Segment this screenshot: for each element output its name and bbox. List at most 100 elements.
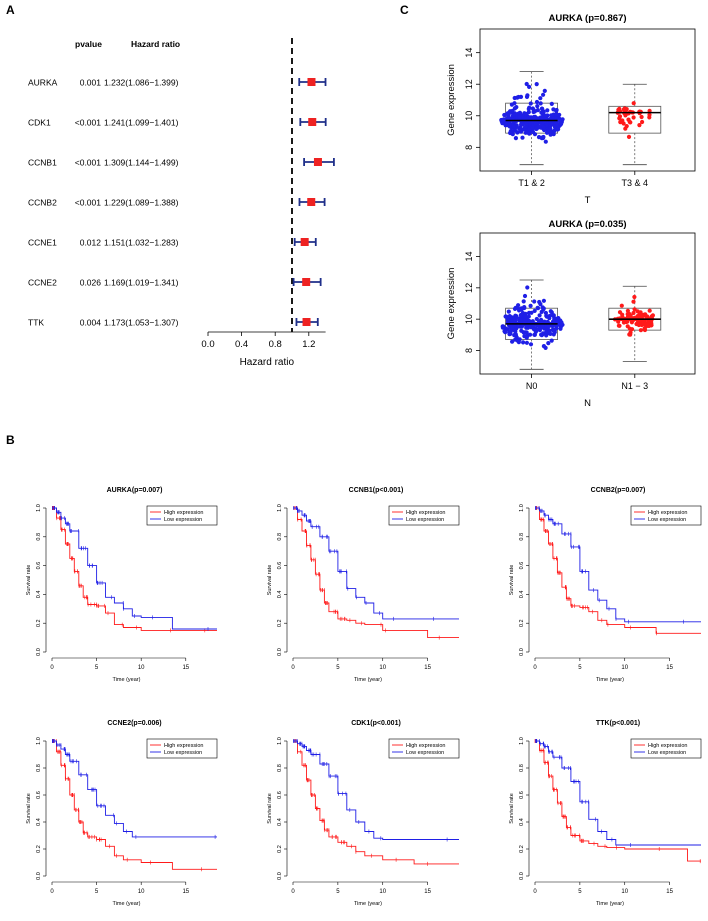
data-point	[535, 306, 541, 311]
x-tick-label: 15	[424, 889, 431, 895]
data-point	[512, 333, 517, 338]
legend-label: Low expression	[648, 517, 686, 523]
data-point	[532, 299, 537, 304]
data-point	[622, 320, 627, 325]
data-point	[541, 298, 547, 303]
y-tick-label: 12	[464, 79, 474, 89]
data-point	[540, 324, 545, 329]
data-point	[631, 310, 636, 316]
data-point	[537, 299, 542, 305]
data-point	[640, 119, 645, 125]
hazard-ratio-value: 1.232(1.086−1.399)	[104, 78, 179, 88]
x-tick-label: 0	[291, 889, 295, 895]
x-tick-label: 15	[182, 889, 189, 895]
y-tick-label: 0.8	[519, 533, 525, 541]
pvalue-value: <0.001	[75, 158, 102, 168]
data-point	[617, 114, 623, 119]
data-point	[557, 118, 562, 123]
data-point	[518, 318, 524, 323]
x-tick-label: 0	[533, 889, 537, 895]
data-point	[637, 123, 642, 128]
y-tick-label: 0.2	[36, 619, 42, 627]
data-point	[545, 324, 551, 329]
data-point	[511, 124, 516, 129]
data-point	[528, 303, 533, 308]
boxplot-n-stage: AURKA (p=0.035) 8 10 12 14 Gene expression N0 N…	[446, 219, 696, 409]
data-point	[541, 344, 547, 349]
data-point	[524, 128, 529, 133]
survival-curve	[535, 507, 701, 634]
data-point	[539, 319, 544, 324]
data-point	[554, 326, 559, 331]
y-tick-label: 0.2	[277, 619, 283, 627]
y-tick-label: 0.0	[277, 872, 283, 880]
data-point	[510, 108, 515, 113]
data-point	[534, 328, 539, 333]
km-plot-aurka: AURKA(p=0.007) 0.0 0.2 0.4 0.6 0.8 1.0 Survival…	[26, 487, 218, 683]
data-point	[537, 326, 542, 331]
legend-label: Low expression	[648, 750, 686, 756]
pvalue-value: <0.001	[75, 198, 102, 208]
x-tick-label: 15	[182, 665, 189, 671]
data-point	[627, 332, 632, 337]
hazard-ratio-point	[307, 78, 316, 86]
chart-title: CCNB1(p<0.001)	[349, 487, 404, 494]
hazard-ratio-value: 1.229(1.089−1.388)	[104, 198, 179, 208]
data-point	[524, 81, 529, 87]
gene-label: TTK	[28, 318, 44, 328]
y-tick-label: 14	[464, 251, 474, 261]
x-tick-label: 1.2	[302, 339, 315, 350]
y-tick-label: 0.6	[36, 562, 42, 570]
km-plot-ccne2: CCNE2(p=0.006) 0.0 0.2 0.4 0.6 0.8 1.0 Survival…	[26, 720, 218, 907]
data-point	[556, 127, 561, 132]
y-tick-label: 0.4	[277, 591, 283, 599]
x-tick-label: 0.8	[269, 339, 282, 350]
x-tick-label: 15	[666, 889, 673, 895]
y-axis-label: Survival rate	[509, 793, 515, 824]
legend-label: Low expression	[164, 750, 202, 756]
data-point	[524, 340, 530, 345]
data-point	[620, 118, 625, 123]
legend-label: High expression	[648, 743, 687, 749]
y-axis-label: Gene expression	[446, 268, 457, 340]
chart-title: CDK1(p<0.001)	[351, 720, 401, 727]
hazard-ratio-value: 1.309(1.144−1.499)	[104, 158, 179, 168]
x-tick-label: 0.4	[235, 339, 248, 350]
data-point	[501, 118, 506, 123]
hazard-ratio-point	[302, 278, 311, 286]
y-tick-label: 10	[464, 314, 474, 324]
data-point	[532, 109, 538, 114]
plot-frame	[479, 232, 696, 375]
data-point	[554, 112, 559, 117]
data-point	[518, 125, 523, 130]
km-plot-ttk: TTK(p<0.001) 0.0 0.2 0.4 0.6 0.8 1.0 Survival r…	[509, 720, 702, 907]
y-tick-label: 0.0	[519, 872, 525, 880]
hazard-ratio-point	[313, 158, 322, 166]
data-point	[520, 122, 525, 127]
legend-label: High expression	[164, 743, 203, 749]
data-point	[546, 341, 551, 346]
data-point	[508, 129, 513, 134]
data-point	[619, 303, 624, 308]
data-point	[521, 340, 526, 345]
legend-box	[388, 505, 460, 526]
legend-label: High expression	[406, 743, 445, 749]
data-point	[548, 132, 553, 137]
data-point	[550, 313, 556, 318]
y-tick-label: 1.0	[36, 504, 42, 512]
data-point	[644, 321, 649, 326]
y-tick-label: 0.2	[519, 619, 525, 627]
x-tick-label: 10	[621, 665, 628, 671]
data-point	[532, 332, 537, 337]
km-plot-ccnb1: CCNB1(p<0.001) 0.0 0.2 0.4 0.6 0.8 1.0 Survival…	[267, 487, 460, 683]
y-tick-label: 0.6	[36, 791, 42, 799]
data-point	[528, 332, 533, 337]
chart-title: CCNB2(p=0.007)	[591, 487, 646, 494]
data-point	[530, 126, 535, 131]
data-point	[523, 125, 528, 130]
legend-box	[146, 505, 218, 526]
data-point	[526, 314, 531, 319]
data-point	[544, 130, 550, 135]
hazard-ratio-point	[300, 238, 309, 246]
chart-title: AURKA(p=0.007)	[107, 487, 163, 494]
